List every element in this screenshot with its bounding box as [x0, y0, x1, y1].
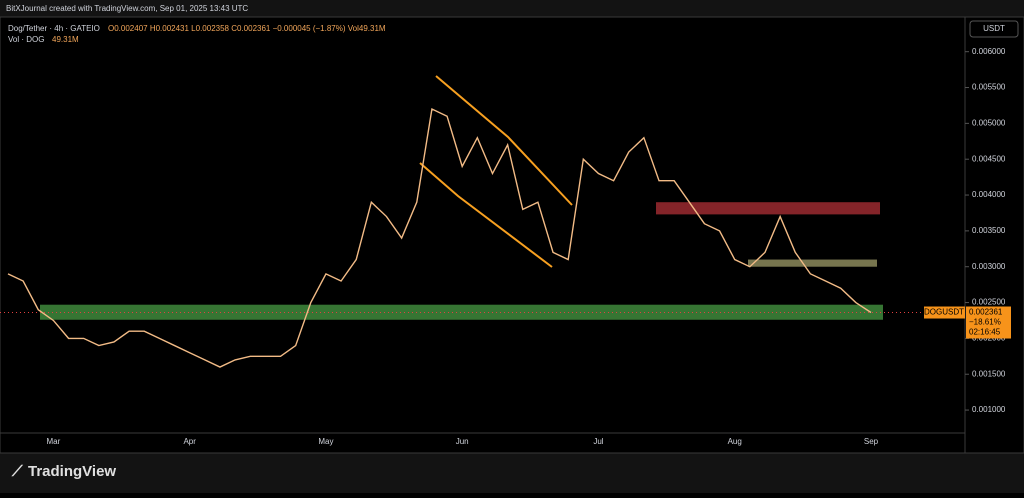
y-tick-label: 0.003000 — [972, 262, 1006, 271]
y-tick-label: 0.005500 — [972, 83, 1006, 92]
symbol-tag-text: DOGUSDT — [924, 308, 964, 317]
zone — [40, 304, 883, 320]
y-tick-label: 0.001000 — [972, 405, 1006, 414]
y-tick-label: 0.003500 — [972, 226, 1006, 235]
price-line — [7, 107, 872, 368]
currency: USDT — [983, 24, 1005, 33]
chart-frame — [0, 16, 1024, 454]
x-tick-label: Aug — [728, 437, 742, 446]
legend-volume: Vol · DOG — [8, 35, 44, 44]
zone — [748, 259, 877, 267]
x-tick-label: Apr — [183, 437, 196, 446]
legend-ohlc: O0.002407 H0.002431 L0.002358 C0.002361 … — [108, 24, 386, 33]
header: BitXJournal created with TradingView.com… — [6, 4, 248, 13]
y-tick-label: 0.004000 — [972, 190, 1006, 199]
currency-box — [969, 20, 1019, 38]
y-tick-label: 0.002500 — [972, 298, 1006, 307]
price-tag — [966, 306, 1011, 339]
x-tick-label: Mar — [47, 437, 61, 446]
y-tick-label: 0.005000 — [972, 118, 1006, 127]
channel-upper — [435, 75, 573, 206]
footer-logo: TradingView — [28, 463, 116, 480]
x-tick-label: Jun — [456, 437, 469, 446]
y-tick-label: 0.004500 — [972, 154, 1006, 163]
zone — [656, 202, 880, 215]
symbol-tag — [924, 306, 965, 319]
x-tick-label: Jul — [593, 437, 603, 446]
channel-lower — [419, 162, 553, 268]
price-tag-countdown: 02:16:45 — [969, 328, 1001, 337]
y-tick-label: 0.006000 — [972, 47, 1006, 56]
x-tick-label: May — [318, 437, 333, 446]
y-tick-label: 0.001500 — [972, 369, 1006, 378]
logo-icon: ⟋ — [11, 463, 24, 480]
price-tag-price: 0.002361 — [969, 308, 1003, 317]
legend-symbol: Dog/Tether · 4h · GATEIO — [8, 24, 100, 33]
legend-volume-value: 49.31M — [52, 35, 79, 44]
x-tick-label: Sep — [864, 437, 879, 446]
price-tag-change: −18.61% — [969, 318, 1001, 327]
